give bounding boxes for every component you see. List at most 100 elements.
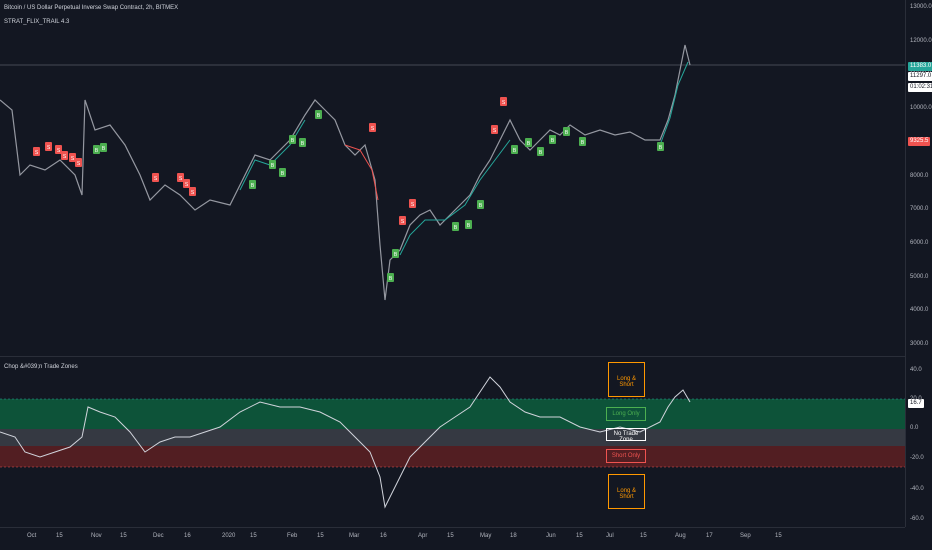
time-tick-label: Nov <box>91 533 102 539</box>
price-line <box>0 44 691 301</box>
sell-signal-badge: S <box>33 147 40 156</box>
sell-signal-badge: S <box>177 173 184 182</box>
price-tick-label: 3000.0 <box>910 341 929 347</box>
svg-text:B: B <box>394 252 398 258</box>
sell-signal-badge: S <box>75 158 82 167</box>
price-axis-border <box>905 0 906 527</box>
price-tick-label: 8000.0 <box>910 172 929 179</box>
time-tick-label: 15 <box>640 533 647 539</box>
no-trade-zone <box>0 429 905 446</box>
svg-text:B: B <box>317 113 321 119</box>
buy-signal-badge: B <box>452 222 459 231</box>
sell-signal-badge: S <box>152 173 159 182</box>
price-series <box>0 44 691 301</box>
trail-series <box>239 61 689 256</box>
secondary-price-badge: 11297.0 <box>908 72 932 81</box>
svg-text:S: S <box>371 126 375 132</box>
time-tick-label: 16 <box>184 533 191 539</box>
svg-text:S: S <box>185 182 189 188</box>
svg-text:B: B <box>95 148 99 154</box>
svg-text:B: B <box>551 138 555 144</box>
chart-title: Bitcoin / US Dollar Perpetual Inverse Sw… <box>4 5 179 11</box>
time-tick-label: May <box>480 533 492 539</box>
oscillator-series <box>0 376 691 509</box>
svg-text:B: B <box>659 145 663 151</box>
time-tick-label: Jun <box>546 533 556 539</box>
svg-text:B: B <box>281 171 285 177</box>
trail-segment <box>399 139 511 256</box>
time-tick-label: Mar <box>349 533 360 539</box>
long-only-box: Long Only <box>606 407 646 421</box>
price-tick-label: 12000.0 <box>910 37 932 44</box>
long-only-zone <box>0 399 905 429</box>
buy-signal-badge: B <box>100 143 107 152</box>
indicator-tick-label: -60.0 <box>910 516 924 522</box>
svg-text:B: B <box>539 150 543 156</box>
indicator-tick-label: 0.0 <box>910 425 919 431</box>
buy-signal-badge: B <box>289 135 296 144</box>
svg-text:S: S <box>401 219 405 225</box>
buy-signal-badge: B <box>579 137 586 146</box>
time-tick-label: 16 <box>380 533 387 539</box>
long-short-bottom-box: Long & Short <box>608 474 645 509</box>
indicator-tick-label: -20.0 <box>910 455 924 461</box>
indicator-value-badge: 16.7 <box>908 399 924 408</box>
svg-text:B: B <box>479 203 483 209</box>
indicator-tick-label: 40.0 <box>910 367 922 373</box>
buy-signal-badge: B <box>93 145 100 154</box>
svg-text:S: S <box>154 176 158 182</box>
buy-signal-badge: B <box>249 180 256 189</box>
time-tick-label: Feb <box>287 533 298 539</box>
time-tick-label: Jul <box>606 533 614 539</box>
stop-level-badge: 9325.5 <box>908 137 931 146</box>
svg-text:S: S <box>411 202 415 208</box>
time-tick-label: 15 <box>447 533 454 539</box>
sell-signal-badge: S <box>45 142 52 151</box>
svg-text:S: S <box>77 161 81 167</box>
svg-text:B: B <box>565 130 569 136</box>
price-tick-label: 6000.0 <box>910 239 929 246</box>
svg-text:B: B <box>102 146 106 152</box>
time-tick-label: Oct <box>27 533 37 539</box>
svg-text:S: S <box>493 128 497 134</box>
time-tick-label: Dec <box>153 533 164 539</box>
svg-text:S: S <box>57 148 61 154</box>
buy-signal-badge: B <box>465 220 472 229</box>
svg-text:B: B <box>454 225 458 231</box>
time-tick-label: 17 <box>706 533 713 539</box>
sell-signal-badge: S <box>55 145 62 154</box>
price-tick-label: 7000.0 <box>910 206 929 213</box>
indicator-chart[interactable] <box>0 357 905 527</box>
strategy-name: STRAT_FLIX_TRAIL 4.3 <box>4 19 70 25</box>
time-axis-border <box>0 527 905 528</box>
pane-divider[interactable] <box>0 356 905 357</box>
buy-signal-badge: B <box>299 138 306 147</box>
price-tick-label: 13000.0 <box>910 4 932 10</box>
trail-segment <box>344 144 379 201</box>
short-only-zone <box>0 446 905 467</box>
buy-signal-badge: B <box>537 147 544 156</box>
buy-signal-badge: B <box>563 127 570 136</box>
time-tick-label: Aug <box>675 533 686 539</box>
buy-signal-badge: B <box>549 135 556 144</box>
sell-signal-badge: S <box>183 179 190 188</box>
svg-text:S: S <box>47 145 51 151</box>
time-tick-label: 15 <box>576 533 583 539</box>
price-tick-label: 4000.0 <box>910 307 929 314</box>
sell-signal-badge: S <box>399 216 406 225</box>
svg-text:S: S <box>179 176 183 182</box>
current-price-badge: 11383.0 <box>908 62 932 71</box>
price-tick-label: 5000.0 <box>910 273 929 280</box>
no-trade-box: No Trade Zone <box>606 428 646 443</box>
price-tick-label: 10000.0 <box>910 105 932 112</box>
svg-text:B: B <box>389 276 393 282</box>
sell-signal-badge: S <box>409 199 416 208</box>
svg-text:B: B <box>581 140 585 146</box>
svg-text:B: B <box>291 138 295 144</box>
countdown-badge: 01:02:31 <box>908 83 932 92</box>
time-tick-label: 15 <box>775 533 782 539</box>
long-short-top-box: Long & Short <box>608 362 645 397</box>
buy-signal-badge: B <box>315 110 322 119</box>
sell-signal-badge: S <box>189 187 196 196</box>
